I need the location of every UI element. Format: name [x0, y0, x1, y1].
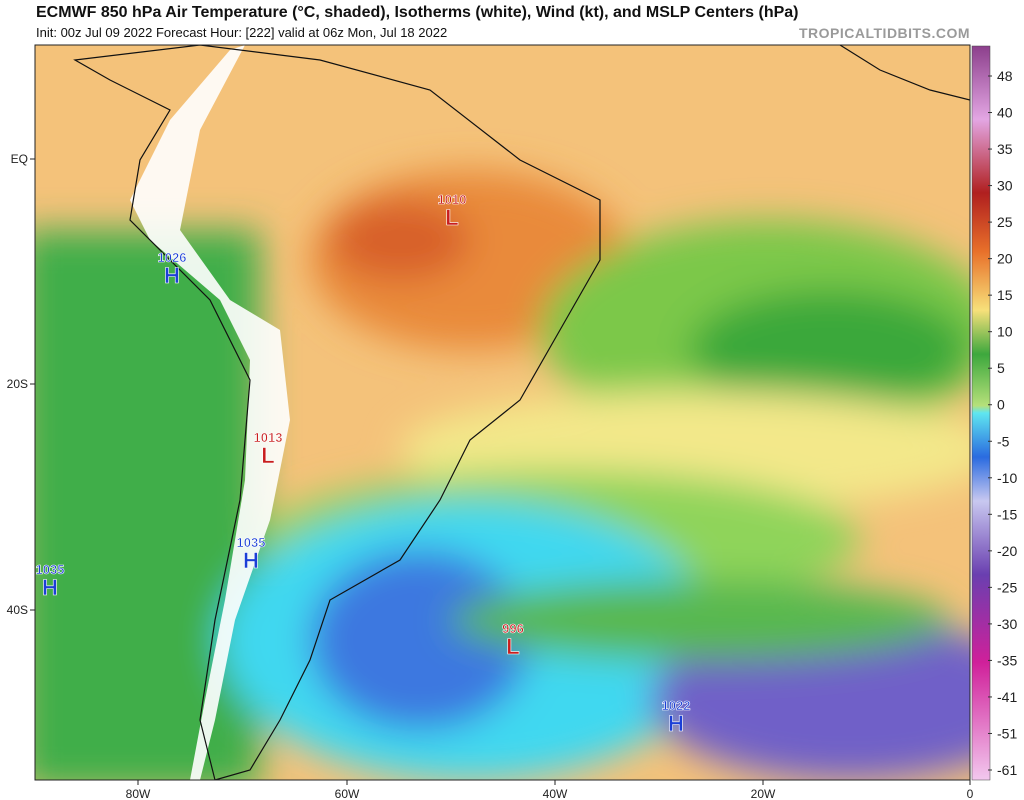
pressure-letter: H: [42, 575, 58, 600]
lon-label: 60W: [335, 787, 360, 800]
colorbar-label: -61: [997, 762, 1017, 778]
lon-label: 0: [967, 787, 974, 800]
pressure-value: 1022: [662, 698, 691, 713]
colorbar-label: 0: [997, 397, 1005, 413]
pressure-value: 1010: [438, 192, 467, 207]
colorbar-label: 40: [997, 105, 1013, 121]
colorbar-label: -15: [997, 506, 1017, 522]
pressure-value: 1035: [36, 562, 65, 577]
pressure-value: 1035: [237, 535, 266, 550]
colorbar-label: -41: [997, 689, 1017, 705]
colorbar-label: -51: [997, 725, 1017, 741]
pressure-letter: L: [445, 205, 458, 230]
colorbar-label: -35: [997, 652, 1017, 668]
colorbar-label: -25: [997, 579, 1017, 595]
colorbar: [971, 45, 991, 781]
pressure-letter: H: [243, 548, 259, 573]
lon-label: 20W: [751, 787, 776, 800]
pressure-value: 1026: [158, 250, 187, 265]
colorbar-label: 25: [997, 214, 1013, 230]
temperature-field: [35, 45, 970, 780]
colorbar-label: 15: [997, 287, 1013, 303]
colorbar-label: -5: [997, 433, 1010, 449]
pressure-letter: H: [164, 263, 180, 288]
lat-label: 40S: [7, 603, 28, 617]
pressure-value: 996: [502, 621, 524, 636]
colorbar-label: 30: [997, 178, 1013, 194]
lat-label: 20S: [7, 377, 28, 391]
colorbar-label: 10: [997, 324, 1013, 340]
pressure-letter: L: [261, 443, 274, 468]
lon-label: 40W: [543, 787, 568, 800]
pressure-letter: H: [668, 711, 684, 736]
lat-label: EQ: [11, 152, 28, 166]
title: ECMWF 850 hPa Air Temperature (°C, shade…: [36, 4, 799, 21]
colorbar-label: 5: [997, 360, 1005, 376]
lon-label: 80W: [126, 787, 151, 800]
colorbar-label: -10: [997, 470, 1017, 486]
watermark: TROPICALTIDBITS.COM: [798, 25, 970, 41]
colorbar-label: -30: [997, 616, 1017, 632]
map-frame: [34, 44, 971, 781]
colorbar-label: 48: [997, 68, 1013, 84]
colorbar-label: 20: [997, 251, 1013, 267]
pressure-letter: L: [506, 634, 519, 659]
subtitle: Init: 00z Jul 09 2022 Forecast Hour: [22…: [36, 25, 448, 40]
colorbar-label: -20: [997, 543, 1017, 559]
pressure-value: 1013: [254, 430, 283, 445]
colorbar-label: 35: [997, 141, 1013, 157]
